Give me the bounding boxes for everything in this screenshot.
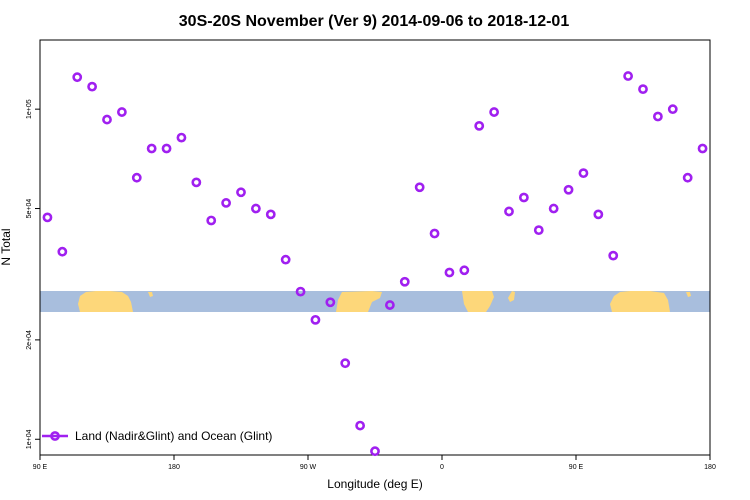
- data-point: [414, 182, 425, 193]
- data-point: [280, 254, 291, 265]
- y-tick-label: 2e+04: [26, 330, 33, 350]
- data-point: [682, 172, 693, 183]
- data-point: [355, 420, 366, 431]
- x-tick-label: 180: [168, 464, 180, 471]
- land-region-south-america: [336, 291, 382, 312]
- data-point: [340, 358, 351, 369]
- y-tick-label: 1e+04: [26, 429, 33, 449]
- y-axis: 1e+04 2e+04 5e+04 1e+05: [26, 99, 40, 449]
- data-point: [667, 104, 678, 115]
- data-point: [489, 107, 500, 117]
- data-point: [310, 314, 321, 325]
- data-point: [459, 265, 470, 276]
- data-point: [697, 143, 708, 154]
- x-tick-label: 90 W: [300, 464, 317, 471]
- y-axis-label: N Total: [0, 228, 13, 265]
- data-point: [161, 143, 172, 154]
- data-point: [325, 297, 336, 308]
- data-point: [623, 71, 634, 81]
- data-point: [608, 250, 619, 261]
- data-point: [384, 300, 395, 310]
- plot-frame: [39, 39, 711, 456]
- data-point: [518, 192, 529, 203]
- land-region-nz-right: [686, 292, 691, 297]
- data-point: [72, 72, 83, 83]
- data-point: [563, 184, 574, 195]
- land-region-australia-left: [78, 291, 133, 312]
- data-point: [429, 228, 440, 239]
- chart-title: 30S-20S November (Ver 9) 2014-09-06 to 2…: [179, 13, 570, 30]
- land-region-nz-left: [148, 292, 153, 297]
- data-point: [57, 246, 68, 257]
- legend: Land (Nadir&Glint) and Ocean (Glint): [42, 429, 272, 443]
- x-tick-label: 180: [704, 464, 716, 471]
- land-region-africa-south: [462, 291, 494, 312]
- y-tick-label: 5e+04: [26, 199, 33, 219]
- data-point: [102, 114, 112, 125]
- data-point: [116, 107, 127, 117]
- x-axis-label: Longitude (deg E): [327, 477, 422, 491]
- data-point: [146, 143, 157, 154]
- data-point: [206, 215, 217, 226]
- ocean-band: [40, 291, 710, 312]
- data-point: [638, 84, 648, 95]
- data-point: [221, 198, 232, 208]
- x-tick-label: 90 E: [33, 464, 48, 471]
- x-tick-label: 0: [440, 464, 444, 471]
- legend-marker: [50, 431, 60, 441]
- y-tick-label: 1e+05: [26, 99, 33, 119]
- data-point: [533, 225, 544, 236]
- data-point: [444, 267, 455, 278]
- data-points: [42, 71, 708, 457]
- data-point: [191, 177, 202, 188]
- data-point: [652, 111, 663, 122]
- data-point: [236, 187, 246, 198]
- data-point: [578, 168, 589, 179]
- data-point: [504, 206, 514, 217]
- x-tick-label: 90 E: [569, 464, 584, 471]
- land-ocean-band: [40, 291, 710, 312]
- data-point: [399, 276, 410, 287]
- data-point: [548, 203, 559, 214]
- land-region-australia-right: [610, 291, 670, 312]
- data-point: [295, 286, 306, 297]
- data-point: [593, 209, 604, 220]
- data-point: [87, 81, 98, 92]
- data-point: [250, 203, 261, 214]
- data-point: [131, 172, 142, 183]
- data-point: [176, 132, 187, 143]
- data-point: [265, 209, 276, 220]
- land-region-madagascar: [508, 291, 515, 302]
- x-axis: 90 E 180 90 W 0 90 E 180: [33, 455, 716, 471]
- data-point: [370, 446, 380, 457]
- data-point: [42, 212, 53, 223]
- legend-label: Land (Nadir&Glint) and Ocean (Glint): [75, 429, 272, 443]
- data-point: [474, 120, 485, 131]
